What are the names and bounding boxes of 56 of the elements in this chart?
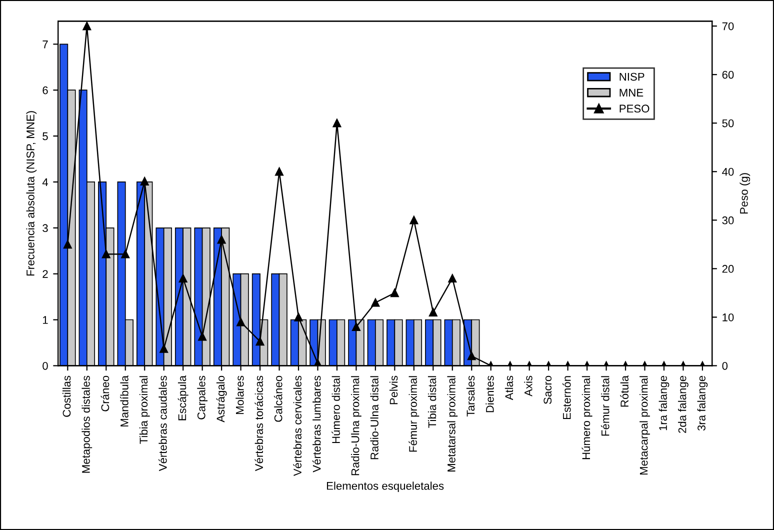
y-tick-label: 2: [42, 270, 48, 278]
x-tick-label: Sacro: [544, 376, 552, 404]
x-tick-label: Radio-Ulna distal: [370, 376, 378, 460]
y-axis-title: Frecuencia absoluta (NISP, MNE): [26, 111, 37, 276]
x-tick-label: Molares: [236, 376, 244, 414]
legend-label: PESO: [620, 104, 650, 113]
x-tick-label: Metatarsal proximal: [447, 376, 458, 472]
x-tick-label: Metacarpal proximal: [640, 376, 650, 475]
x-tick-label: Astrágalo: [216, 376, 227, 422]
y-tick-label: 1: [42, 316, 48, 324]
x-tick-label: Cráneo: [100, 376, 110, 412]
x-tick-label: Esternón: [562, 376, 571, 419]
y-tick-label: 7: [42, 40, 48, 48]
x-tick-label: Atlas: [504, 376, 514, 400]
x-tick-label: Tibia proximal: [139, 376, 150, 444]
y-tick-label: 4: [42, 178, 48, 186]
x-tick-label: 3ra falange: [697, 376, 708, 431]
y2-tick-label: 10: [722, 313, 734, 322]
y-tick-label: 6: [42, 86, 48, 94]
x-tick-label: Vértebras lumbares: [312, 376, 321, 472]
x-tick-label: Metapodios distales: [82, 376, 92, 473]
x-tick-label: Tibia distal: [428, 376, 436, 428]
x-tick-label: Fémur distal: [600, 376, 610, 436]
x-tick-label: Mandíbula: [120, 375, 128, 426]
y2-tick-label: 60: [722, 70, 734, 79]
x-axis-title: Elementos esqueletales: [326, 482, 444, 492]
legend-label: MNE: [620, 88, 644, 97]
x-tick-label: Dientes: [486, 376, 494, 412]
x-tick-label: Fémur proximal: [408, 376, 420, 452]
x-tick-label: Vértebras cervicales: [293, 376, 302, 476]
x-tick-label: Vértebras torácicas: [254, 376, 264, 472]
x-tick-label: Húmero distal: [332, 376, 340, 444]
x-tick-label: Calcáneo: [274, 376, 282, 422]
x-tick-label: Axis: [524, 376, 532, 396]
y2-tick-label: 40: [722, 168, 734, 176]
x-tick-label: Húmero proximal: [582, 376, 592, 460]
x-tick-label: Vértebras caudales: [158, 376, 167, 472]
y-tick-label: 5: [42, 132, 48, 140]
y2-axis-title: Peso (g): [740, 173, 750, 214]
x-tick-label: 1ra falange: [658, 376, 670, 430]
x-tick-label: Tarsales: [466, 376, 475, 417]
x-tick-label: Carpales: [197, 376, 208, 420]
x-tick-label: Rótula: [620, 375, 628, 407]
y2-tick-label: 70: [722, 22, 734, 30]
legend-label: NISP: [620, 72, 644, 81]
x-tick-label: 2da falange: [678, 376, 688, 433]
y2-tick-label: 0: [722, 362, 728, 370]
x-tick-label: Pelvis: [390, 376, 398, 404]
x-tick-label: Escápula: [178, 375, 188, 420]
x-tick-label: Costillas: [62, 376, 71, 417]
y-tick-label: 3: [42, 224, 48, 232]
y2-tick-label: 30: [722, 216, 734, 224]
y2-tick-label: 50: [722, 119, 734, 128]
x-tick-label: Radio-Ulna proximal: [351, 376, 362, 476]
y-tick-label: 0: [42, 362, 48, 370]
y2-tick-label: 20: [722, 264, 734, 273]
